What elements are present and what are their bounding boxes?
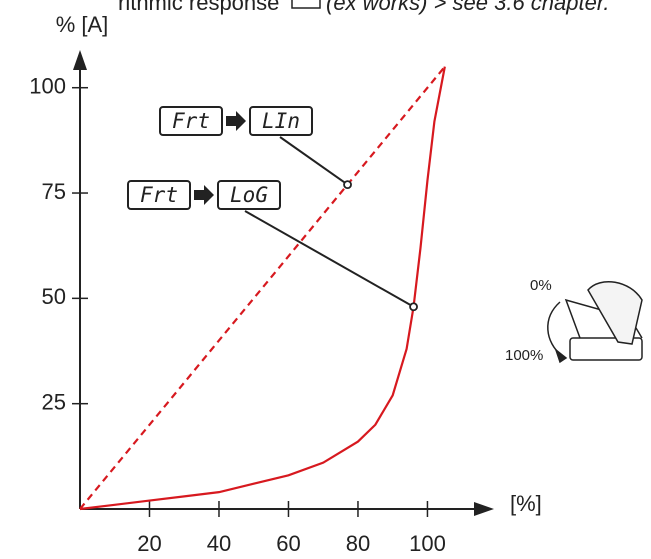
display-text: Frt: [140, 183, 178, 207]
x-tick-label: 20: [137, 531, 161, 556]
y-arrow: [73, 50, 87, 70]
pedal-illustration: [547, 281, 643, 364]
y-axis-label: % [A]: [56, 12, 109, 37]
display-box: [159, 106, 223, 136]
y-tick-label: 50: [42, 284, 66, 309]
x-axis-label: [%]: [510, 491, 542, 516]
y-tick-label: 25: [42, 389, 66, 414]
display-text: Frt: [172, 109, 210, 133]
display-box: [217, 180, 281, 210]
x-tick-label: 40: [207, 531, 231, 556]
display-arrow: [194, 185, 214, 205]
annotation-marker: [343, 180, 352, 190]
x-tick-label: 100: [409, 531, 446, 556]
x-arrow: [474, 502, 494, 516]
header-text: rithmic response: [118, 0, 279, 15]
y-tick-label: 75: [42, 179, 66, 204]
annotation-marker: [409, 302, 418, 312]
display-arrow: [226, 111, 246, 131]
display-text: LoG: [230, 183, 268, 207]
x-tick-label: 80: [346, 531, 370, 556]
header-text: (ex works) > see 3.6 chapter.: [326, 0, 609, 15]
display-box: [127, 180, 191, 210]
series-line: [79, 66, 446, 511]
pedal-label: 100%: [505, 347, 543, 364]
display-box: [249, 106, 313, 136]
y-tick-label: 100: [29, 74, 66, 99]
callout-line: [244, 210, 415, 308]
callout-line: [279, 136, 349, 186]
display-text: LIn: [262, 109, 300, 133]
header-icon: [291, 0, 321, 9]
pedal-label: 0%: [530, 277, 552, 294]
x-tick-label: 60: [276, 531, 300, 556]
